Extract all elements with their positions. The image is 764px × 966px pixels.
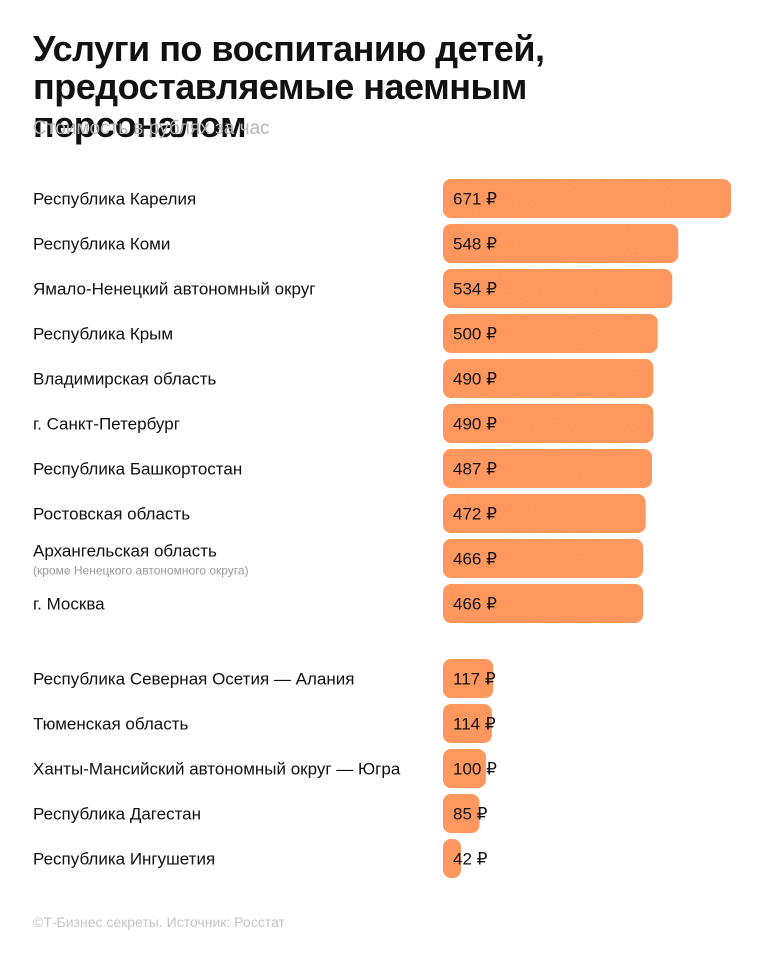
bar-value-label: 534 ₽ <box>453 280 497 299</box>
bar-value-label: 500 ₽ <box>453 325 497 344</box>
bar <box>443 749 486 788</box>
bar-row: 534 ₽ Ямало-Ненецкий автономный округ <box>33 269 673 308</box>
bar-value-label: 100 ₽ <box>453 760 497 779</box>
bar-row: 548 ₽ Республика Коми <box>33 224 679 263</box>
bar-row: 100 ₽ Ханты-Мансийский автономный округ —… <box>33 749 497 788</box>
bar-row: 490 ₽ Владимирская область <box>33 359 654 398</box>
bar <box>443 839 461 878</box>
bar-value-label: 466 ₽ <box>453 595 497 614</box>
bar <box>443 269 673 308</box>
bar <box>443 224 679 263</box>
bar-row: 114 ₽ Тюменская область <box>33 704 496 743</box>
bar <box>443 539 643 578</box>
bar-value-label: 114 ₽ <box>453 715 496 734</box>
category-label: Владимирская область <box>33 370 217 389</box>
source-footer: ©Т-Бизнес секреты. Источник: Росстат <box>33 914 285 930</box>
chart-title-line-1: Услуги по воспитанию детей, <box>33 28 545 69</box>
category-label: Республика Северная Осетия — Алания <box>33 670 354 689</box>
bar-row: 85 ₽ Республика Дагестан <box>33 794 488 833</box>
bar-row: 472 ₽ Ростовская область <box>33 494 646 533</box>
bar-value-label: 490 ₽ <box>453 370 497 389</box>
bar-row: 466 ₽ г. Москва <box>33 584 643 623</box>
bar-value-label: 472 ₽ <box>453 505 497 524</box>
category-label: г. Москва <box>33 595 105 614</box>
chart-title: Услуги по воспитанию детей, предоставляе… <box>33 30 743 144</box>
chart-rows: 671 ₽ Республика Карелия 548 ₽ Республика К… <box>33 179 731 878</box>
bar-value-label: 548 ₽ <box>453 235 497 254</box>
bar-row: 466 ₽ Архангельская область (кроме Ненецко… <box>33 539 643 578</box>
bar-row: 117 ₽ Республика Северная Осетия — Алания <box>33 659 496 698</box>
category-label: Ростовская область <box>33 505 190 524</box>
category-label: г. Санкт-Петербург <box>33 415 180 434</box>
category-label: Республика Карелия <box>33 190 196 209</box>
category-label: Архангельская область <box>33 542 217 561</box>
bar <box>443 494 646 533</box>
category-note: (кроме Ненецкого автономного округа) <box>33 564 249 578</box>
category-label: Республика Ингушетия <box>33 850 215 869</box>
category-label: Республика Крым <box>33 325 173 344</box>
bar-value-label: 466 ₽ <box>453 550 497 569</box>
bar <box>443 404 654 443</box>
bar-value-label: 490 ₽ <box>453 415 497 434</box>
chart-title-line-2: предоставляемые наемным персоналом <box>33 66 527 145</box>
bar <box>443 359 654 398</box>
chart-subtitle: Стоимость в рублях за час <box>33 118 270 139</box>
category-label: Республика Коми <box>33 235 170 254</box>
bar <box>443 794 480 833</box>
bar <box>443 659 494 698</box>
category-label: Ханты-Мансийский автономный округ — Югра <box>33 760 401 779</box>
category-label: Ямало-Ненецкий автономный округ <box>33 280 315 299</box>
bar-row: 671 ₽ Республика Карелия <box>33 179 731 218</box>
bar-row: 490 ₽ г. Санкт-Петербург <box>33 404 654 443</box>
bar-value-label: 487 ₽ <box>453 460 497 479</box>
bar-row: 487 ₽ Республика Башкортостан <box>33 449 652 488</box>
bar <box>443 584 643 623</box>
category-label: Республика Дагестан <box>33 805 201 824</box>
bar <box>443 179 731 218</box>
category-label: Тюменская область <box>33 715 189 734</box>
bar-value-label: 117 ₽ <box>453 670 496 689</box>
bar <box>443 449 652 488</box>
bar <box>443 314 658 353</box>
category-label: Республика Башкортостан <box>33 460 242 479</box>
bar-value-label: 42 ₽ <box>453 850 488 869</box>
bar-row: 42 ₽ Республика Ингушетия <box>33 839 488 878</box>
bar-row: 500 ₽ Республика Крым <box>33 314 658 353</box>
bar <box>443 704 492 743</box>
bar-value-label: 85 ₽ <box>453 805 488 824</box>
bar-value-label: 671 ₽ <box>453 190 497 209</box>
